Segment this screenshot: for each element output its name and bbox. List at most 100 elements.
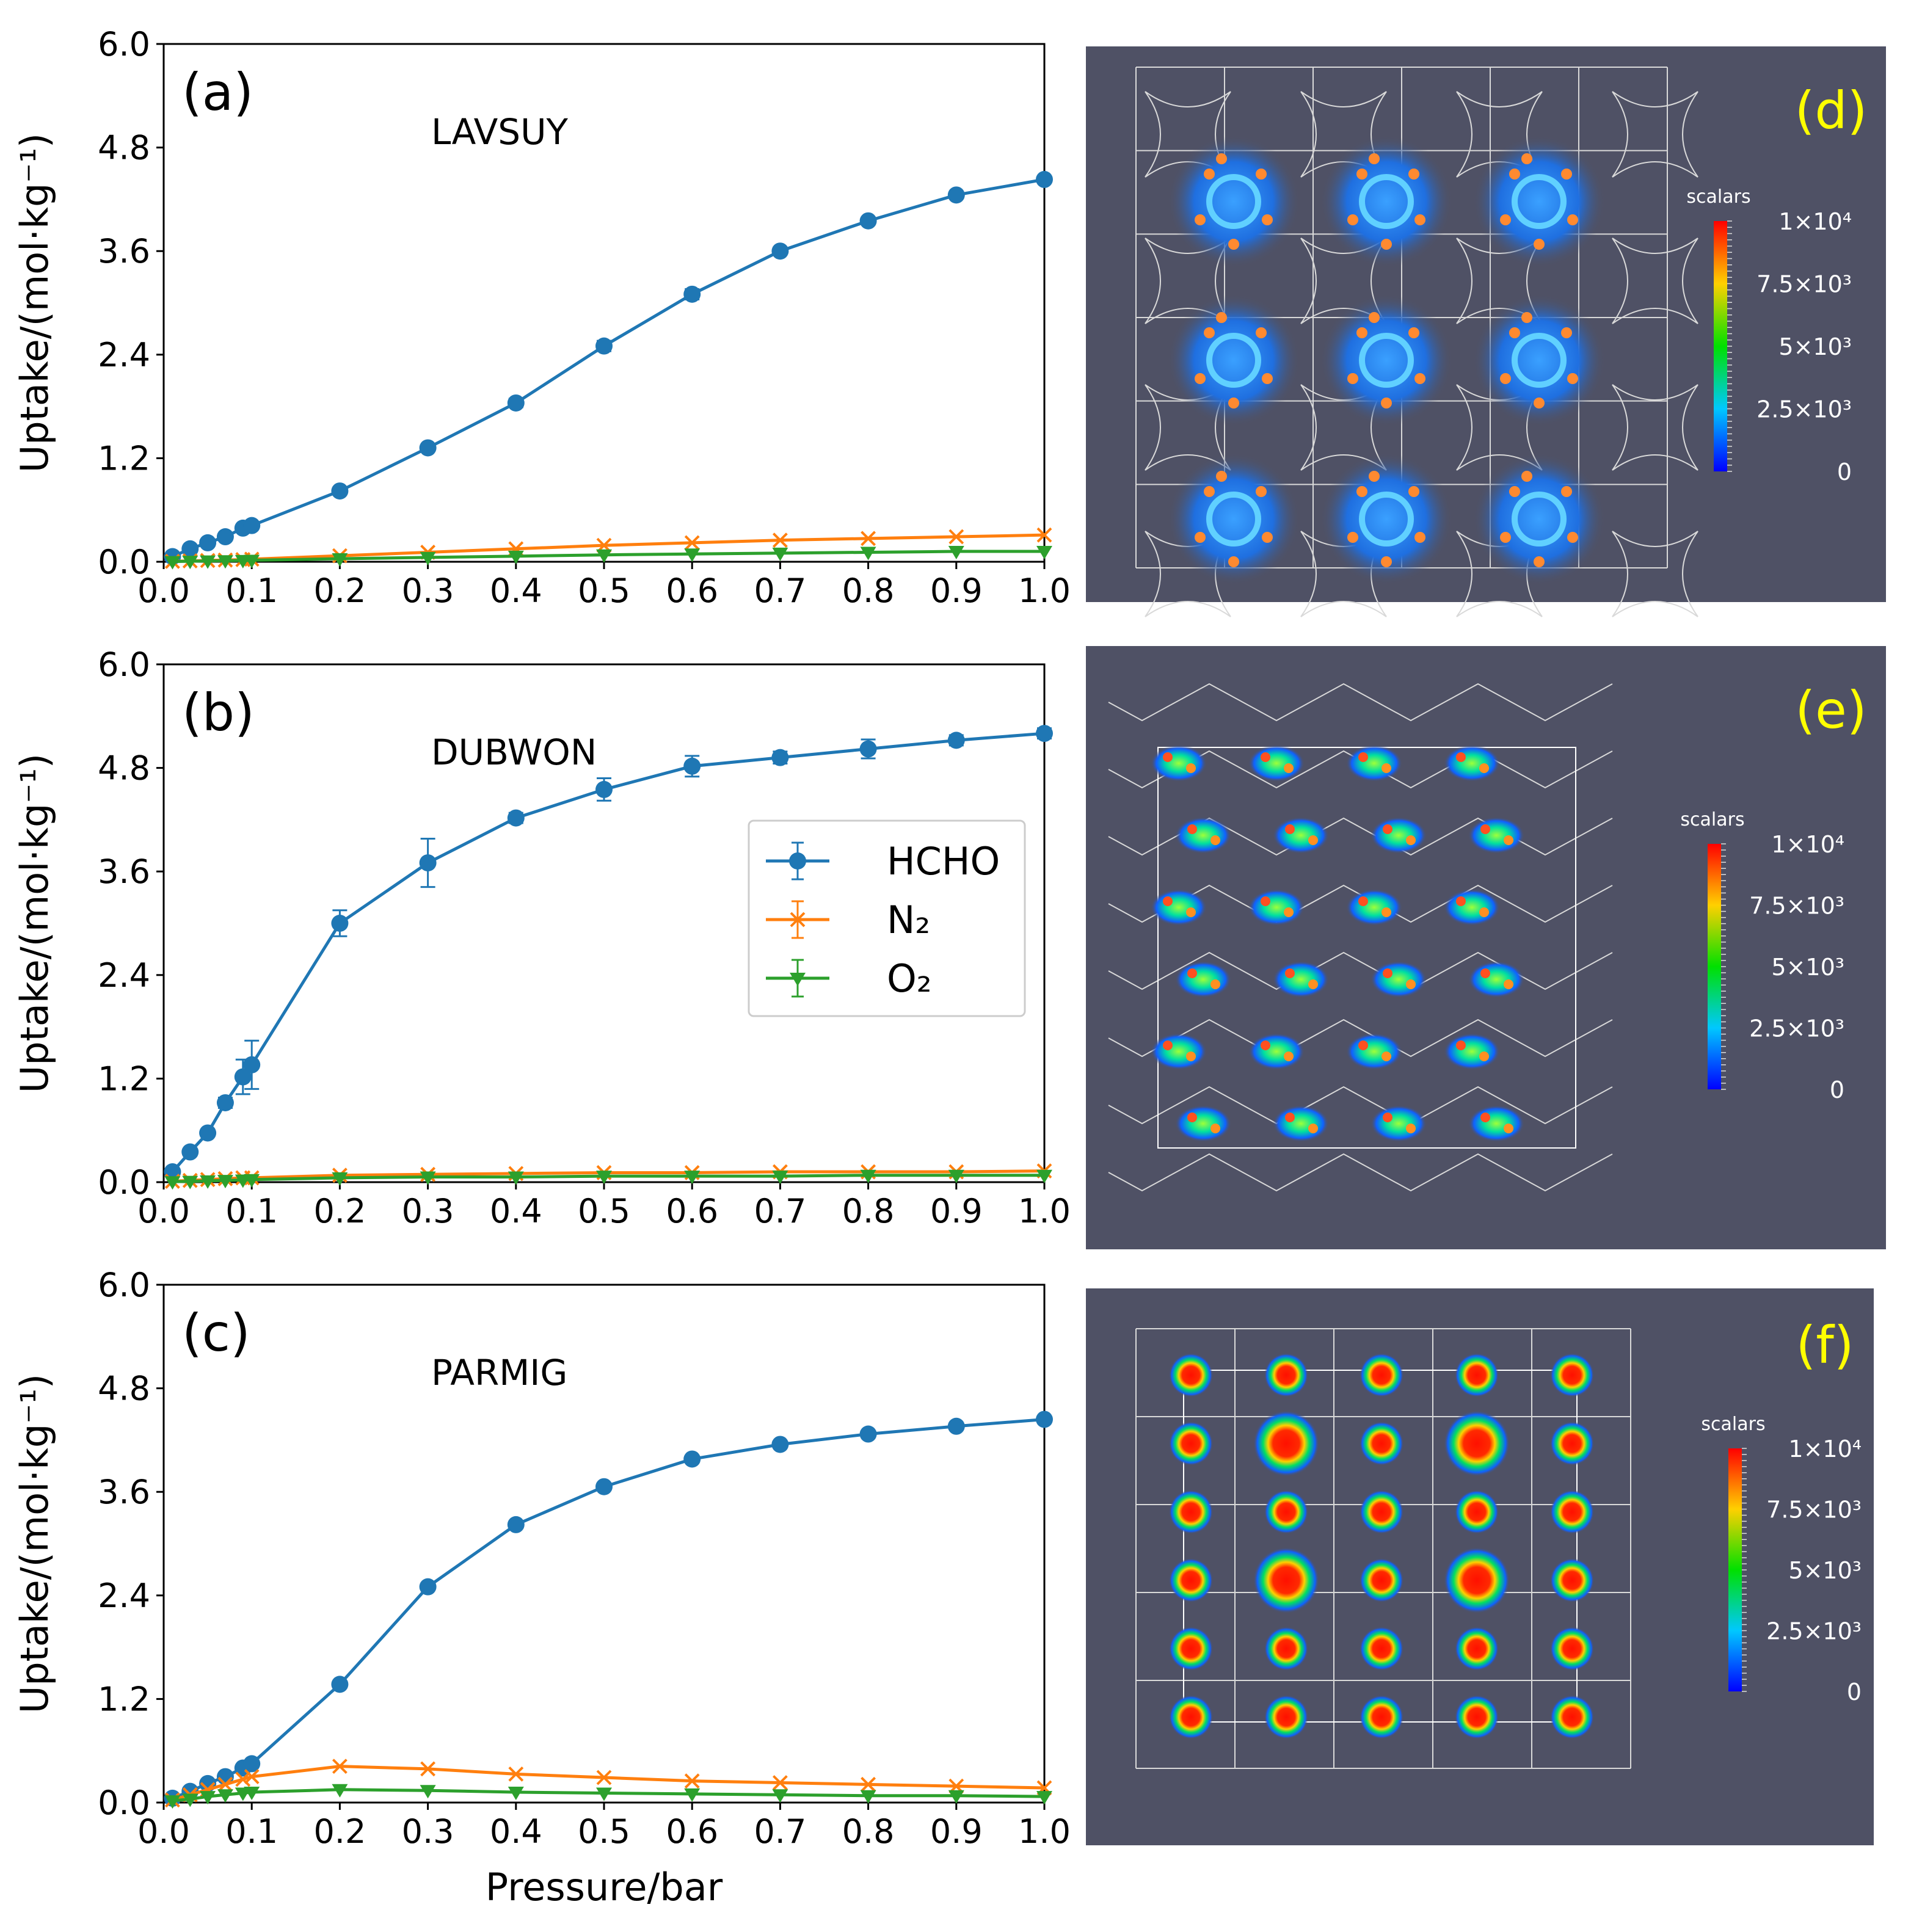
- density-blob: [1455, 1695, 1499, 1739]
- framework-node: [1612, 384, 1698, 471]
- density-hotspot: [1369, 153, 1380, 164]
- density-blob: [1360, 1422, 1403, 1465]
- data-point: [244, 1787, 260, 1801]
- x-tick-label: 0.2: [313, 572, 366, 610]
- density-blob: [1473, 294, 1605, 426]
- density-hotspot: [1228, 239, 1239, 250]
- y-tick-label: 3.6: [98, 1473, 150, 1511]
- density-blob: [1253, 1411, 1319, 1476]
- density-hotspot: [1347, 214, 1358, 225]
- density-hotspot: [1521, 153, 1532, 164]
- density-core: [1359, 492, 1414, 547]
- density-hotspot: [1480, 824, 1490, 834]
- data-point: [164, 1795, 181, 1809]
- heatmap-letter: (d): [1795, 81, 1868, 140]
- data-point: [182, 1793, 198, 1807]
- data-point: [596, 1787, 612, 1801]
- data-point: [420, 1761, 436, 1777]
- density-hotspot: [1383, 824, 1392, 834]
- density-hotspot: [1408, 486, 1419, 497]
- x-tick-label: 0.5: [578, 1192, 630, 1230]
- data-point: [244, 1769, 260, 1785]
- density-hotspot: [1534, 556, 1545, 567]
- framework-chain: [1108, 817, 1613, 856]
- y-tick-label: 3.6: [98, 232, 150, 271]
- density-hotspot: [1509, 169, 1520, 180]
- density-blob: [1273, 1105, 1329, 1142]
- x-tick-label: 0.3: [402, 572, 454, 610]
- density-core: [1359, 174, 1414, 229]
- density-hotspot: [1479, 907, 1489, 917]
- data-point: [508, 1766, 524, 1782]
- density-hotspot: [1216, 153, 1227, 164]
- density-hotspot: [1509, 327, 1520, 338]
- density-hotspot: [1561, 327, 1572, 338]
- density-blob: [1168, 294, 1300, 426]
- data-point: [683, 285, 701, 303]
- density-hotspot: [1456, 752, 1466, 762]
- data-point: [217, 555, 233, 569]
- heatmap-letter: (e): [1795, 680, 1866, 740]
- framework-chain: [1108, 1086, 1613, 1125]
- density-hotspot: [1383, 1113, 1392, 1122]
- density-hotspot: [1216, 312, 1227, 323]
- colorbar-label: 2.5×10³: [1766, 1618, 1862, 1645]
- x-tick-label: 0.4: [490, 1812, 542, 1851]
- data-point: [1036, 546, 1052, 560]
- data-point: [860, 547, 876, 561]
- framework-node: [1612, 531, 1698, 617]
- data-point: [419, 1578, 437, 1596]
- density-blob: [1444, 745, 1500, 782]
- data-point: [199, 1124, 217, 1142]
- data-point: [216, 1094, 234, 1111]
- data-point: [771, 242, 789, 260]
- density-hotspot: [1561, 169, 1572, 180]
- data-point: [182, 1175, 198, 1189]
- density-hotspot: [1204, 327, 1215, 338]
- panel-letter: (a): [182, 62, 253, 122]
- colorbar-label: 5×10³: [1771, 954, 1844, 981]
- x-tick-label: 0.3: [402, 1192, 454, 1230]
- chart-panel-3: 0.0 0.1 0.2 0.3 0.4 0.5 0.6 0.7 0.8 0.9 1.0 0.0 1.2 2…: [12, 1266, 1071, 1909]
- data-point: [234, 1068, 252, 1086]
- data-point: [1036, 1169, 1052, 1183]
- density-hotspot: [1534, 239, 1545, 250]
- series-line: [172, 1417, 1045, 1800]
- density-blob: [1550, 1353, 1594, 1397]
- data-point: [508, 550, 524, 564]
- data-point: [181, 540, 199, 557]
- x-tick-label: 0.3: [402, 1812, 454, 1851]
- density-hotspot: [1381, 556, 1392, 567]
- density-hotspot: [1308, 835, 1318, 845]
- data-point: [200, 1175, 216, 1189]
- density-hotspot: [1480, 1113, 1490, 1122]
- data-point: [331, 482, 349, 500]
- density-hotspot: [1567, 214, 1578, 225]
- legend-marker: [789, 852, 806, 870]
- x-tick-label: 0.7: [754, 1812, 806, 1851]
- density-hotspot: [1358, 752, 1368, 762]
- legend-label: HCHO: [887, 839, 1000, 884]
- y-tick-label: 1.2: [98, 439, 150, 478]
- density-blob: [1169, 1490, 1213, 1534]
- density-blob: [1175, 817, 1231, 854]
- data-point: [772, 532, 788, 548]
- density-blob: [1346, 1033, 1402, 1070]
- density-hotspot: [1381, 398, 1392, 409]
- panel-letter: (b): [182, 683, 255, 743]
- density-hotspot: [1216, 471, 1227, 482]
- heatmap-background: [1086, 646, 1886, 1249]
- data-point: [1036, 725, 1053, 743]
- density-hotspot: [1383, 968, 1392, 978]
- density-blob: [1320, 136, 1452, 267]
- y-tick-label: 6.0: [98, 645, 150, 684]
- data-point: [947, 1417, 965, 1435]
- density-hotspot: [1187, 824, 1197, 834]
- y-tick-label: 6.0: [98, 25, 150, 64]
- data-point: [420, 551, 436, 565]
- x-tick-label: 0.1: [225, 1812, 278, 1851]
- density-blob: [1468, 1105, 1524, 1142]
- density-blob: [1346, 745, 1402, 782]
- density-hotspot: [1456, 1040, 1466, 1050]
- y-tick-label: 6.0: [98, 1266, 150, 1304]
